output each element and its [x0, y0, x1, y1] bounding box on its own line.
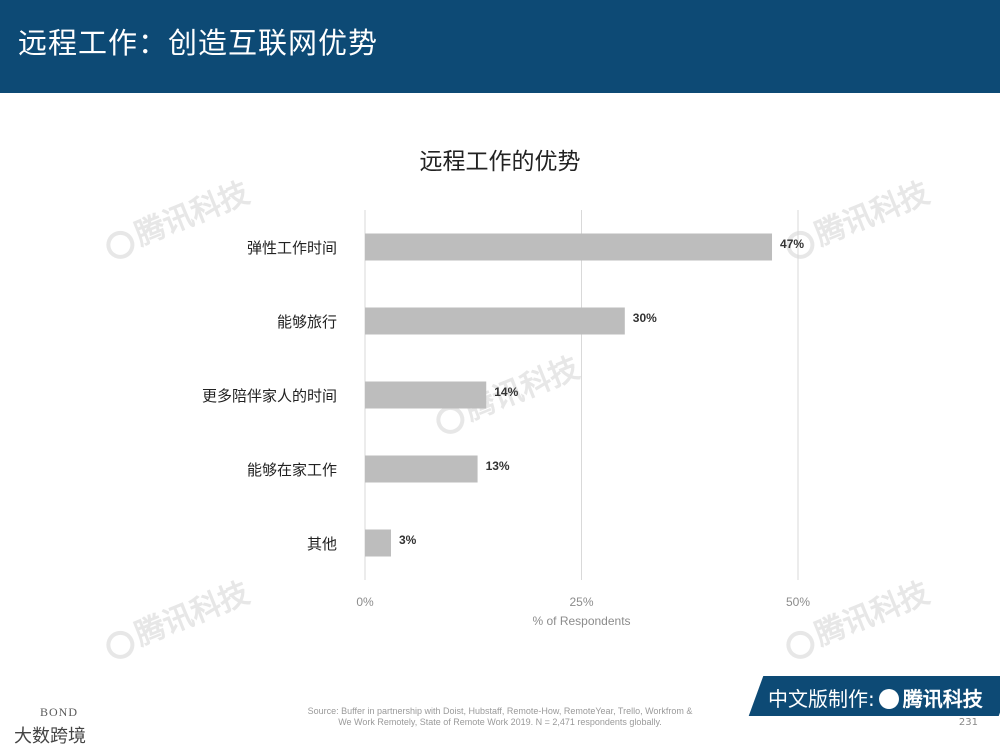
tencent-logo-icon: [878, 689, 899, 709]
category-label: 能够旅行: [277, 313, 337, 331]
page-number: 231: [958, 717, 978, 728]
value-label: 47%: [780, 237, 804, 251]
x-tick-label: 0%: [356, 595, 374, 609]
page-title: 远程工作：创造互联网优势: [18, 26, 379, 60]
x-tick-label: 25%: [569, 595, 593, 609]
chart-title: 远程工作的优势: [419, 149, 581, 175]
x-axis-title: % of Respondents: [532, 614, 630, 628]
bar: [365, 233, 773, 261]
brand-label: 中文版制作: 腾讯科技: [768, 683, 983, 712]
value-label: 30%: [633, 311, 657, 325]
category-label: 更多陪伴家人的时间: [202, 387, 337, 405]
bar: [365, 307, 625, 335]
category-label: 弹性工作时间: [247, 239, 337, 257]
brand-name: 腾讯科技: [902, 687, 983, 711]
value-label: 13%: [486, 459, 510, 473]
bond-logo-text: BOND: [40, 705, 79, 719]
header-bar: 远程工作：创造互联网优势: [0, 0, 1000, 93]
brand-prefix: 中文版制作:: [768, 687, 875, 711]
source-line-1: Source: Buffer in partnership with Doist…: [307, 706, 693, 716]
bar: [365, 381, 487, 409]
source-note: Source: Buffer in partnership with Doist…: [270, 706, 730, 728]
x-tick-label: 50%: [786, 595, 810, 609]
bond-watermark-text: 大数跨境: [14, 726, 86, 747]
bar: [365, 455, 478, 483]
value-label: 3%: [399, 533, 417, 547]
bar: [365, 529, 391, 557]
source-line-2: We Work Remotely, State of Remote Work 2…: [338, 717, 662, 727]
value-label: 14%: [494, 385, 518, 399]
category-label: 能够在家工作: [247, 461, 337, 479]
category-label: 其他: [307, 535, 337, 553]
